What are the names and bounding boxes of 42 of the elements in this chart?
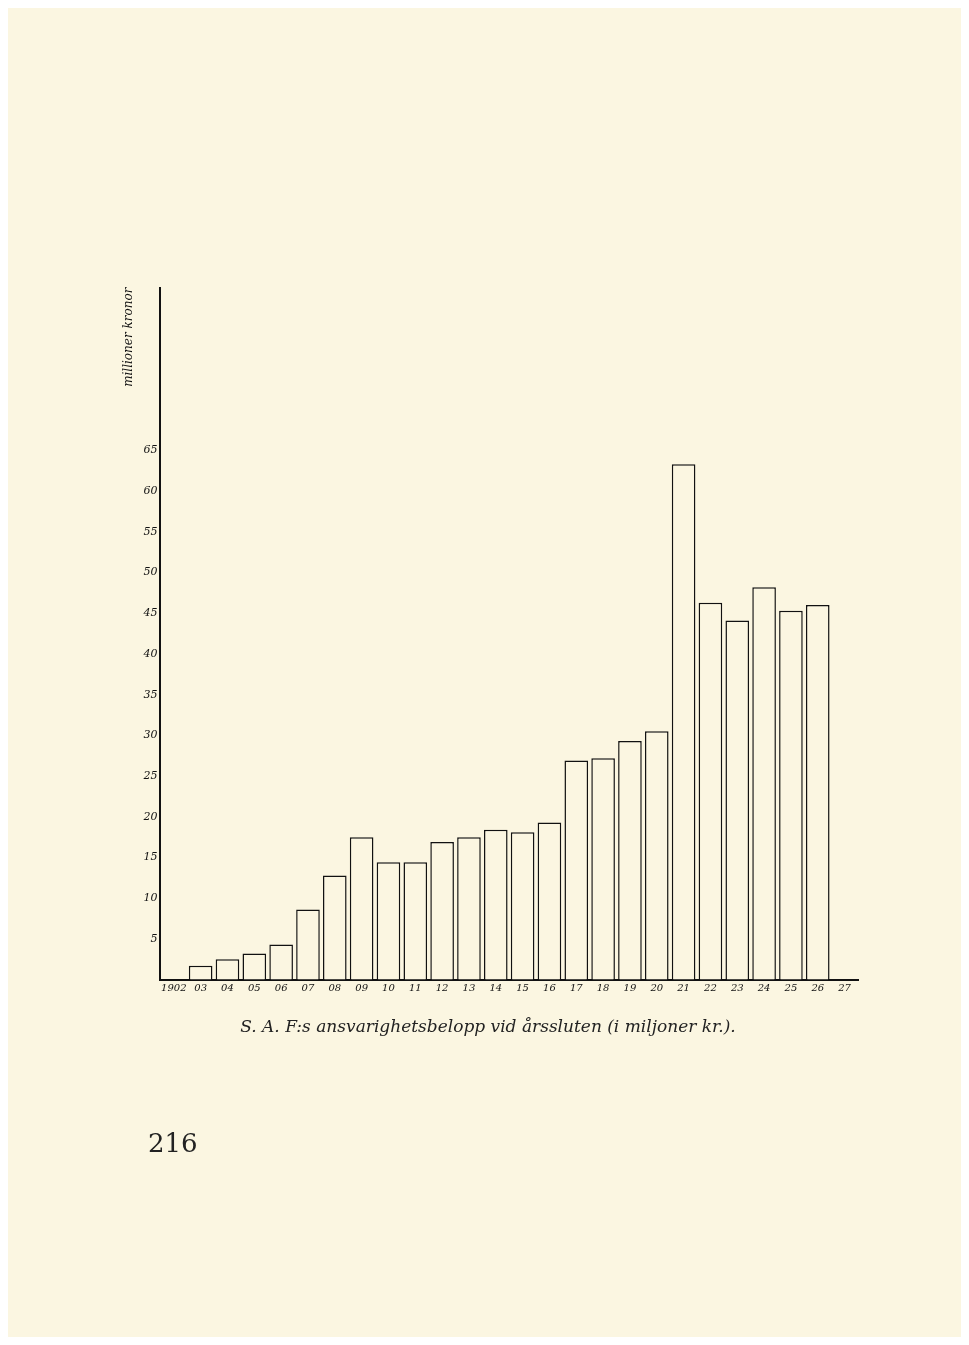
- x-tick-label: 05: [247, 982, 261, 994]
- x-tick-label: 1902: [161, 982, 187, 994]
- x-tick-label: 10: [382, 982, 396, 994]
- y-tick-label: 35: [143, 687, 158, 701]
- x-tick-label: 03: [194, 982, 208, 994]
- y-tick-label: 45: [142, 606, 158, 620]
- text: S. A. F:s ansvarighetsbelopp vid årssluten (i miljoner kr.).: [240, 1016, 736, 1037]
- x-tick-label: 17: [569, 982, 584, 994]
- x-tick-label: 12: [435, 982, 449, 994]
- x-tick-label: 19: [623, 982, 637, 994]
- y-tick-label: 65: [143, 443, 158, 457]
- y-tick-label: 40: [142, 646, 158, 660]
- x-tick-label: 06: [274, 982, 289, 994]
- x-tick-label: 16: [543, 982, 557, 994]
- y-tick-label: 55: [143, 524, 158, 538]
- x-tick-label: 04: [221, 982, 234, 994]
- y-tick-label: 10: [143, 891, 158, 905]
- x-tick-label: 25: [783, 982, 798, 994]
- x-tick-label: 23: [729, 982, 744, 994]
- x-tick-label: 14: [489, 982, 503, 994]
- x-tick-label: 26: [810, 982, 825, 994]
- x-tick-label: 15: [516, 982, 529, 994]
- y-tick-label: 15: [143, 850, 158, 864]
- x-tick-label: 13: [462, 982, 476, 994]
- y-tick-label: 20: [142, 809, 158, 823]
- x-tick-label: 18: [596, 982, 610, 994]
- x-tick-label: 22: [703, 982, 717, 994]
- y-tick-label: 5: [150, 931, 158, 945]
- x-tick-label: 07: [301, 982, 315, 994]
- x-tick-label: 08: [328, 982, 342, 994]
- x-tick-label: 09: [355, 982, 369, 994]
- y-tick-label: 60: [143, 483, 158, 497]
- y-tick-label: 25: [142, 768, 158, 782]
- x-tick-label: 27: [837, 982, 852, 994]
- text: 216: [148, 1128, 198, 1158]
- x-tick-label: 11: [408, 982, 422, 994]
- x-tick-label: 24: [756, 982, 771, 994]
- y-tick-label: 30: [143, 728, 158, 742]
- y-tick-label: 50: [143, 565, 158, 579]
- x-tick-label: 20: [649, 982, 664, 994]
- x-tick-label: 21: [676, 982, 690, 994]
- y-axis-title: millioner kronor: [121, 286, 136, 387]
